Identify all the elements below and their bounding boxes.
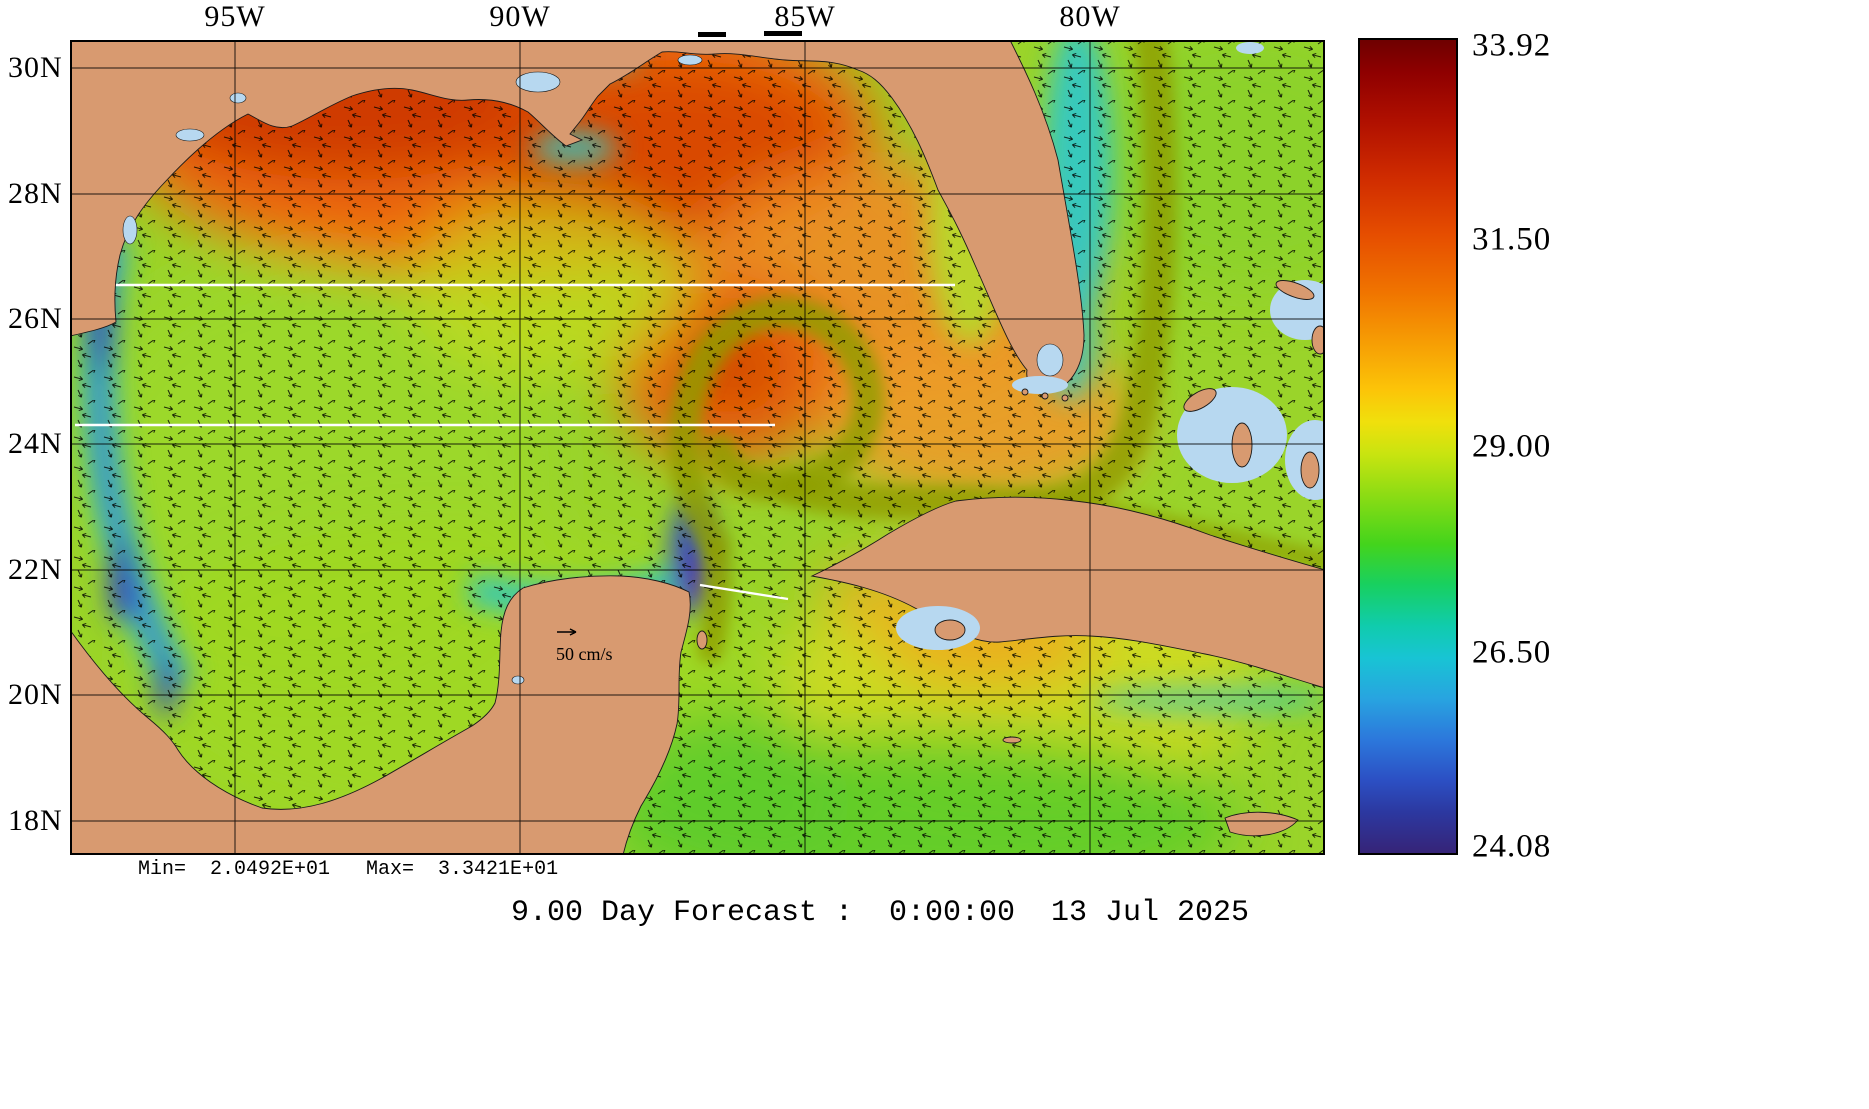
gulf-of-mexico-map: 50 cm/s (70, 40, 1325, 855)
lake-pontchartrain (515, 71, 561, 93)
current-vectors-layer (70, 40, 1325, 855)
colorbar-tick-label: 24.08 (1472, 828, 1552, 865)
colorbar (1358, 38, 1458, 855)
y-tick-label: 22N (8, 553, 63, 586)
vector-scale: 50 cm/s (556, 628, 613, 664)
island-jamaica (1224, 811, 1299, 837)
vector-scale-label: 50 cm/s (556, 644, 613, 664)
map-canvas: 50 cm/s (70, 40, 1325, 855)
top-edge-artifact (764, 31, 802, 36)
y-tick-label: 28N (8, 177, 63, 210)
field-min-max-line: Min= 2.0492E+01 Max= 3.3421E+01 (138, 858, 559, 881)
x-tick-label: 80W (1059, 0, 1121, 33)
y-tick-label: 30N (8, 51, 63, 84)
y-tick-label: 20N (8, 678, 63, 711)
page-title: 9.00 Day Forecast : 0:00:00 13 Jul 2025 (510, 896, 1250, 930)
y-tick-label: 24N (8, 427, 63, 460)
vector-scale-arrow-icon (557, 628, 577, 636)
y-tick-label: 26N (8, 302, 63, 335)
y-tick-label: 18N (8, 804, 63, 837)
lake-okeechobee (1036, 343, 1064, 377)
colorbar-tick-label: 26.50 (1472, 634, 1552, 671)
x-tick-label: 90W (489, 0, 551, 33)
colorbar-tick-label: 33.92 (1472, 27, 1552, 64)
section-lines (75, 283, 955, 601)
x-tick-label: 95W (204, 0, 266, 33)
grid-lines (70, 40, 1325, 855)
top-edge-artifact (698, 32, 726, 37)
map-border (70, 40, 1325, 855)
land-layer (70, 40, 1325, 855)
colorbar-tick-label: 29.00 (1472, 428, 1552, 465)
x-tick-label: 85W (774, 0, 836, 33)
lakes (122, 54, 1064, 685)
land-mexico-yucatan (70, 575, 691, 855)
land-cuba (810, 496, 1325, 689)
islands (696, 280, 1325, 837)
colorbar-tick-label: 31.50 (1472, 221, 1552, 258)
